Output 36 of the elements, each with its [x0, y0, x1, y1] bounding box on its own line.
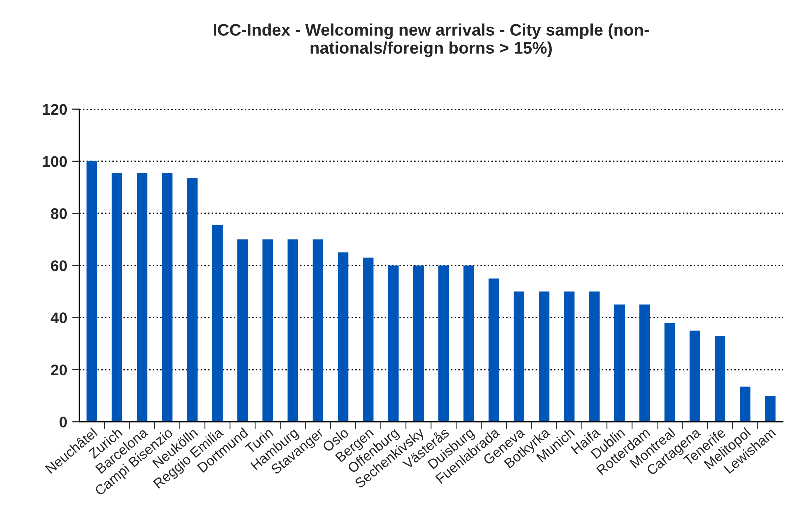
y-tick-label: 20 [51, 364, 68, 376]
y-tick-label: 120 [43, 104, 68, 116]
bar [363, 258, 374, 422]
y-tick-label: 0 [60, 416, 68, 428]
y-tick-label: 80 [51, 208, 68, 220]
bar [690, 330, 700, 422]
bar [714, 336, 726, 422]
bar [640, 304, 650, 422]
bar [162, 173, 173, 422]
bar [187, 178, 198, 422]
bar [438, 266, 450, 422]
chart-title: ICC-Index - Welcoming new arrivals - City sample (non- nationals/foreign borns > 15%) [214, 24, 650, 58]
bar [86, 162, 98, 422]
bar [338, 252, 349, 422]
bar [262, 240, 274, 422]
bar [589, 292, 600, 422]
bar [614, 304, 626, 422]
y-tick-label: 40 [50, 312, 68, 324]
bar [137, 173, 148, 422]
bar [464, 266, 474, 422]
bar [564, 292, 575, 422]
bar [664, 323, 676, 422]
bar [312, 240, 324, 422]
bar [388, 266, 399, 422]
bar [112, 173, 122, 422]
bar [212, 225, 223, 422]
bar [514, 292, 525, 422]
bar [288, 240, 298, 422]
bar [488, 278, 500, 422]
bar [238, 240, 248, 422]
bar [539, 292, 550, 422]
y-tick-label: 100 [43, 156, 68, 168]
bar [765, 396, 776, 422]
bar [740, 386, 751, 422]
y-tick-label: 60 [51, 260, 68, 272]
bar [413, 266, 424, 422]
